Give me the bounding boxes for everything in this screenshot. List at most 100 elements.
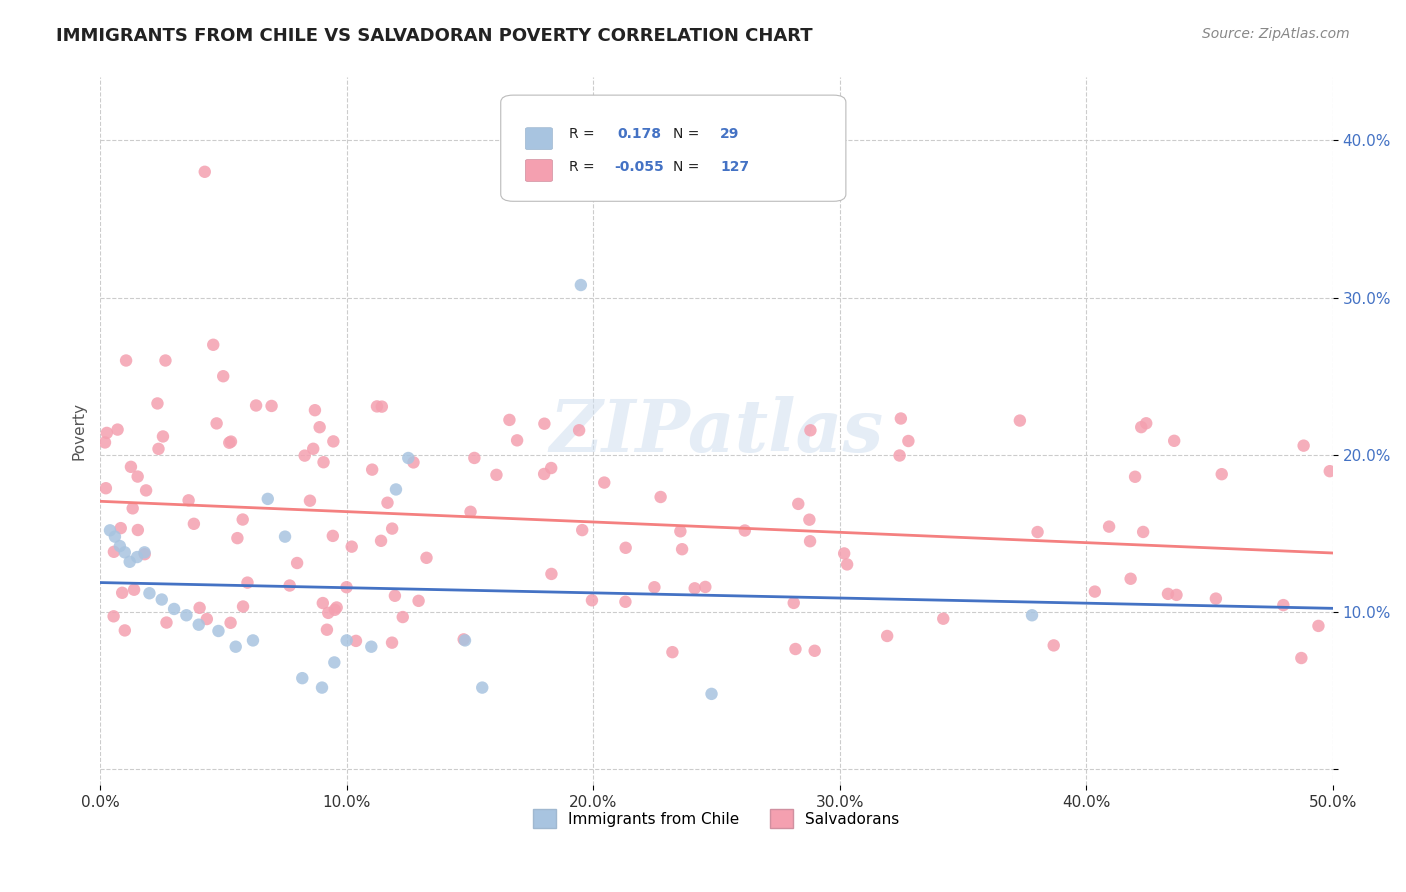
- Point: [396, 450, 419, 465]
- Point: [1292, 439, 1315, 453]
- Point: [1123, 469, 1146, 483]
- Point: [695, 580, 717, 594]
- Point: [787, 497, 810, 511]
- Point: [312, 455, 335, 469]
- Point: [134, 545, 156, 559]
- Point: [454, 633, 477, 648]
- Point: [94, 435, 117, 450]
- Point: [155, 353, 177, 368]
- Point: [316, 623, 339, 637]
- Point: [177, 493, 200, 508]
- Point: [581, 593, 603, 607]
- Point: [322, 434, 344, 449]
- Point: [381, 522, 404, 536]
- Point: [260, 399, 283, 413]
- Text: -0.055: -0.055: [614, 161, 664, 174]
- Point: [256, 491, 278, 506]
- Point: [1008, 413, 1031, 427]
- Point: [322, 529, 344, 543]
- Point: [344, 633, 367, 648]
- Point: [1042, 639, 1064, 653]
- Point: [120, 459, 142, 474]
- Point: [114, 624, 136, 638]
- Point: [340, 540, 363, 554]
- Point: [115, 353, 138, 368]
- Point: [127, 550, 149, 565]
- Point: [183, 516, 205, 531]
- Point: [163, 602, 186, 616]
- FancyBboxPatch shape: [526, 128, 553, 150]
- Point: [225, 640, 247, 654]
- Text: 0.178: 0.178: [617, 127, 662, 141]
- Point: [150, 592, 173, 607]
- Point: [195, 612, 218, 626]
- Point: [312, 596, 335, 610]
- FancyBboxPatch shape: [501, 95, 846, 202]
- Point: [1135, 417, 1157, 431]
- Legend: Immigrants from Chile, Salvadorans: Immigrants from Chile, Salvadorans: [527, 803, 905, 834]
- Point: [111, 586, 134, 600]
- Point: [381, 635, 404, 649]
- Point: [226, 531, 249, 545]
- Point: [232, 512, 254, 526]
- Point: [506, 434, 529, 448]
- Point: [103, 609, 125, 624]
- Point: [316, 606, 339, 620]
- Point: [700, 687, 723, 701]
- Point: [242, 633, 264, 648]
- Point: [107, 423, 129, 437]
- Point: [278, 578, 301, 592]
- Point: [127, 469, 149, 483]
- Point: [889, 449, 911, 463]
- Point: [897, 434, 920, 448]
- Point: [218, 435, 240, 450]
- Point: [391, 610, 413, 624]
- Point: [415, 550, 437, 565]
- Point: [207, 624, 229, 638]
- Point: [1021, 608, 1043, 623]
- Point: [96, 425, 118, 440]
- Point: [361, 462, 384, 476]
- Point: [533, 467, 555, 481]
- Point: [302, 442, 325, 456]
- Point: [245, 399, 267, 413]
- Point: [402, 455, 425, 469]
- Point: [568, 423, 591, 437]
- Point: [122, 582, 145, 597]
- Point: [219, 434, 242, 449]
- Point: [1308, 619, 1330, 633]
- Point: [471, 681, 494, 695]
- Point: [323, 656, 346, 670]
- Point: [152, 429, 174, 443]
- Point: [683, 582, 706, 596]
- Point: [650, 490, 672, 504]
- Text: R =: R =: [568, 127, 599, 141]
- Point: [114, 545, 136, 559]
- Point: [734, 524, 756, 538]
- Point: [1084, 584, 1107, 599]
- Point: [274, 530, 297, 544]
- Text: Source: ZipAtlas.com: Source: ZipAtlas.com: [1202, 27, 1350, 41]
- Point: [323, 603, 346, 617]
- Point: [1132, 524, 1154, 539]
- Point: [540, 461, 562, 475]
- Point: [540, 566, 562, 581]
- Point: [212, 369, 235, 384]
- Point: [336, 633, 359, 648]
- Point: [460, 505, 482, 519]
- Point: [291, 671, 314, 685]
- Point: [1291, 651, 1313, 665]
- Point: [118, 555, 141, 569]
- Point: [202, 338, 225, 352]
- Point: [803, 644, 825, 658]
- Text: 127: 127: [720, 161, 749, 174]
- Point: [108, 539, 131, 553]
- Point: [1319, 464, 1341, 478]
- Point: [219, 615, 242, 630]
- Point: [569, 278, 592, 293]
- Point: [384, 589, 406, 603]
- Point: [134, 547, 156, 561]
- Point: [1098, 519, 1121, 533]
- Point: [1272, 598, 1295, 612]
- Point: [890, 411, 912, 425]
